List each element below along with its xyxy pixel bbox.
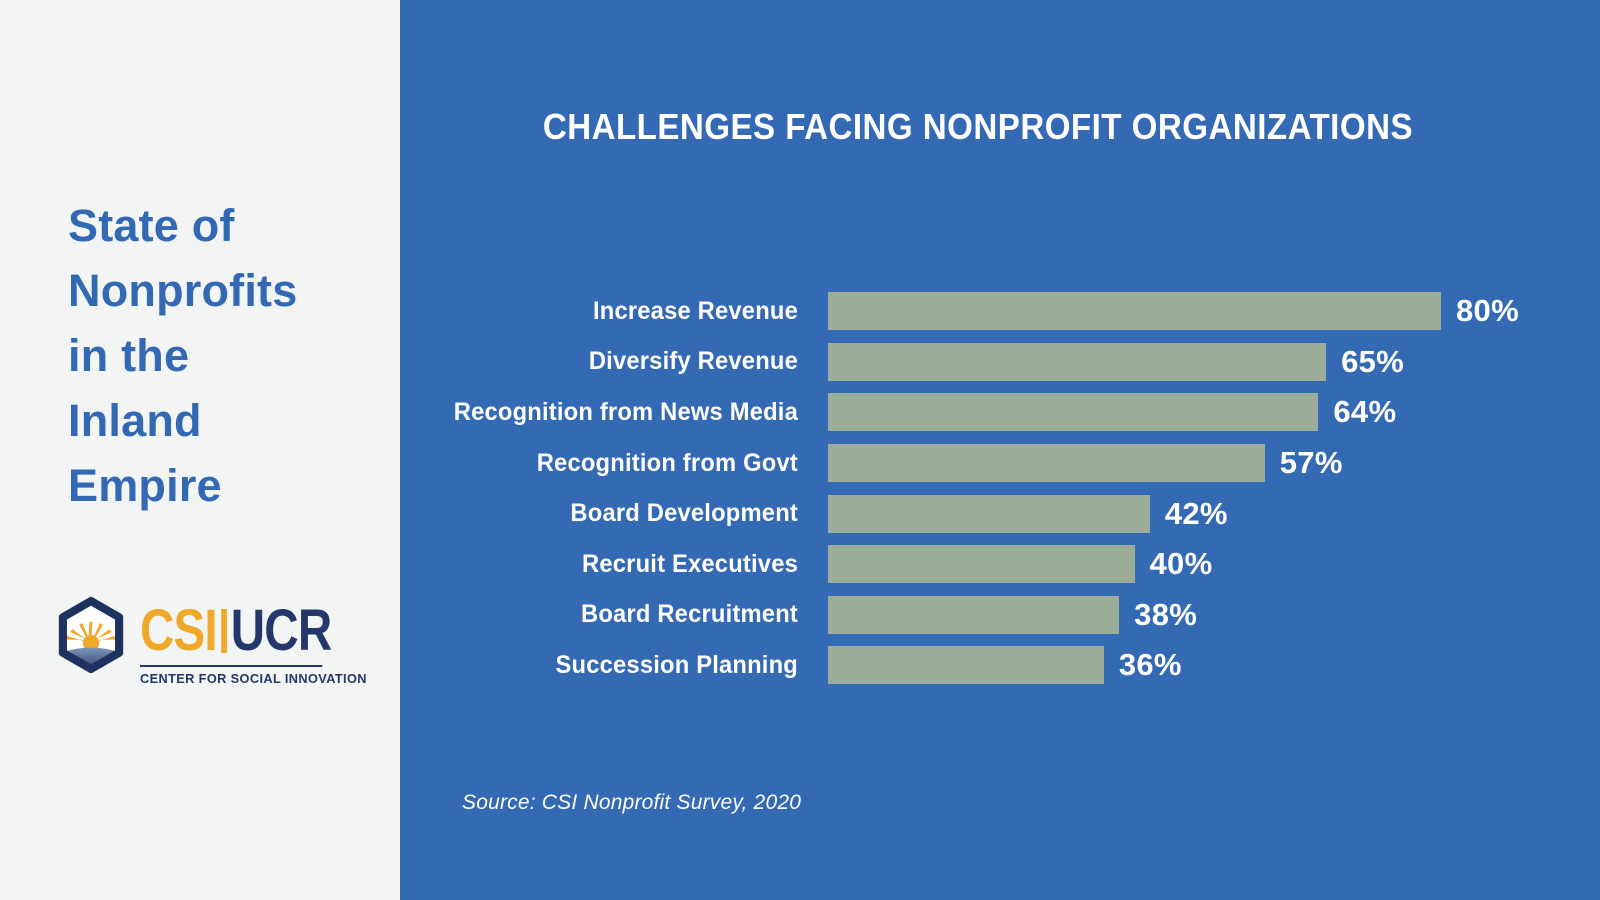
bar xyxy=(828,545,1135,584)
report-title-line: Nonprofits xyxy=(68,265,298,316)
bar-label: Succession Planning xyxy=(555,650,798,679)
report-title: State of Nonprofits in the Inland Empire xyxy=(68,193,297,518)
sidebar-panel: State of Nonprofits in the Inland Empire xyxy=(0,0,400,900)
bar xyxy=(828,646,1104,685)
bar-label: Recognition from Govt xyxy=(536,448,798,477)
bar xyxy=(828,444,1265,483)
bar-value: 38% xyxy=(1134,596,1198,632)
bar-row: Recognition from Govt 57% xyxy=(400,438,1600,489)
bar xyxy=(828,494,1150,533)
bar-row: Diversify Revenue 65% xyxy=(400,337,1600,388)
bar-value: 57% xyxy=(1279,445,1343,481)
bar xyxy=(828,393,1319,432)
report-title-line: in the xyxy=(68,330,190,381)
bar-row: Succession Planning 36% xyxy=(400,640,1600,691)
bar-value: 80% xyxy=(1456,293,1519,329)
bar-label: Increase Revenue xyxy=(592,296,798,325)
bar-label: Recruit Executives xyxy=(582,549,798,578)
sunrise-hexagon-icon xyxy=(58,596,124,674)
bar xyxy=(828,342,1327,381)
logo-text-block: CSI UCR CENTER FOR SOCIAL INNOVATION xyxy=(140,596,373,686)
bar-value: 64% xyxy=(1333,394,1397,430)
bar-label: Board Development xyxy=(570,499,798,528)
report-title-line: Empire xyxy=(68,460,222,511)
bar-row: Board Recruitment 38% xyxy=(400,590,1600,641)
bar-value: 42% xyxy=(1164,495,1228,531)
logo-divider xyxy=(220,609,227,653)
bar-row: Recruit Executives 40% xyxy=(400,539,1600,590)
bar-row: Board Development 42% xyxy=(400,488,1600,539)
bar xyxy=(828,595,1120,634)
bar xyxy=(828,292,1441,331)
bar-row: Increase Revenue 80% xyxy=(400,286,1600,337)
bar-chart: Increase Revenue 80% Diversify Revenue 65% R… xyxy=(400,286,1600,691)
report-title-line: State of xyxy=(68,200,235,251)
csi-ucr-logo: CSI UCR CENTER FOR SOCIAL INNOVATION xyxy=(54,596,373,686)
bar-value: 65% xyxy=(1341,343,1405,379)
bar-row: Recognition from News Media 64% xyxy=(400,387,1600,438)
bar-label: Recognition from News Media xyxy=(453,397,798,426)
logo-tagline: CENTER FOR SOCIAL INNOVATION xyxy=(140,665,366,686)
logo-csi: CSI xyxy=(140,598,218,663)
report-title-line: Inland xyxy=(68,395,202,446)
chart-source: Source: CSI Nonprofit Survey, 2020 xyxy=(462,791,802,814)
logo-ucr: UCR xyxy=(230,598,332,663)
bar-value: 40% xyxy=(1149,546,1213,582)
bar-value: 36% xyxy=(1118,647,1182,683)
chart-panel: CHALLENGES FACING NONPROFIT ORGANIZATION… xyxy=(400,0,1600,900)
bar-label: Diversify Revenue xyxy=(588,347,798,376)
chart-title: CHALLENGES FACING NONPROFIT ORGANIZATION… xyxy=(542,106,1414,147)
bar-label: Board Recruitment xyxy=(580,600,798,629)
logo-wordmark: CSI UCR xyxy=(140,598,332,663)
